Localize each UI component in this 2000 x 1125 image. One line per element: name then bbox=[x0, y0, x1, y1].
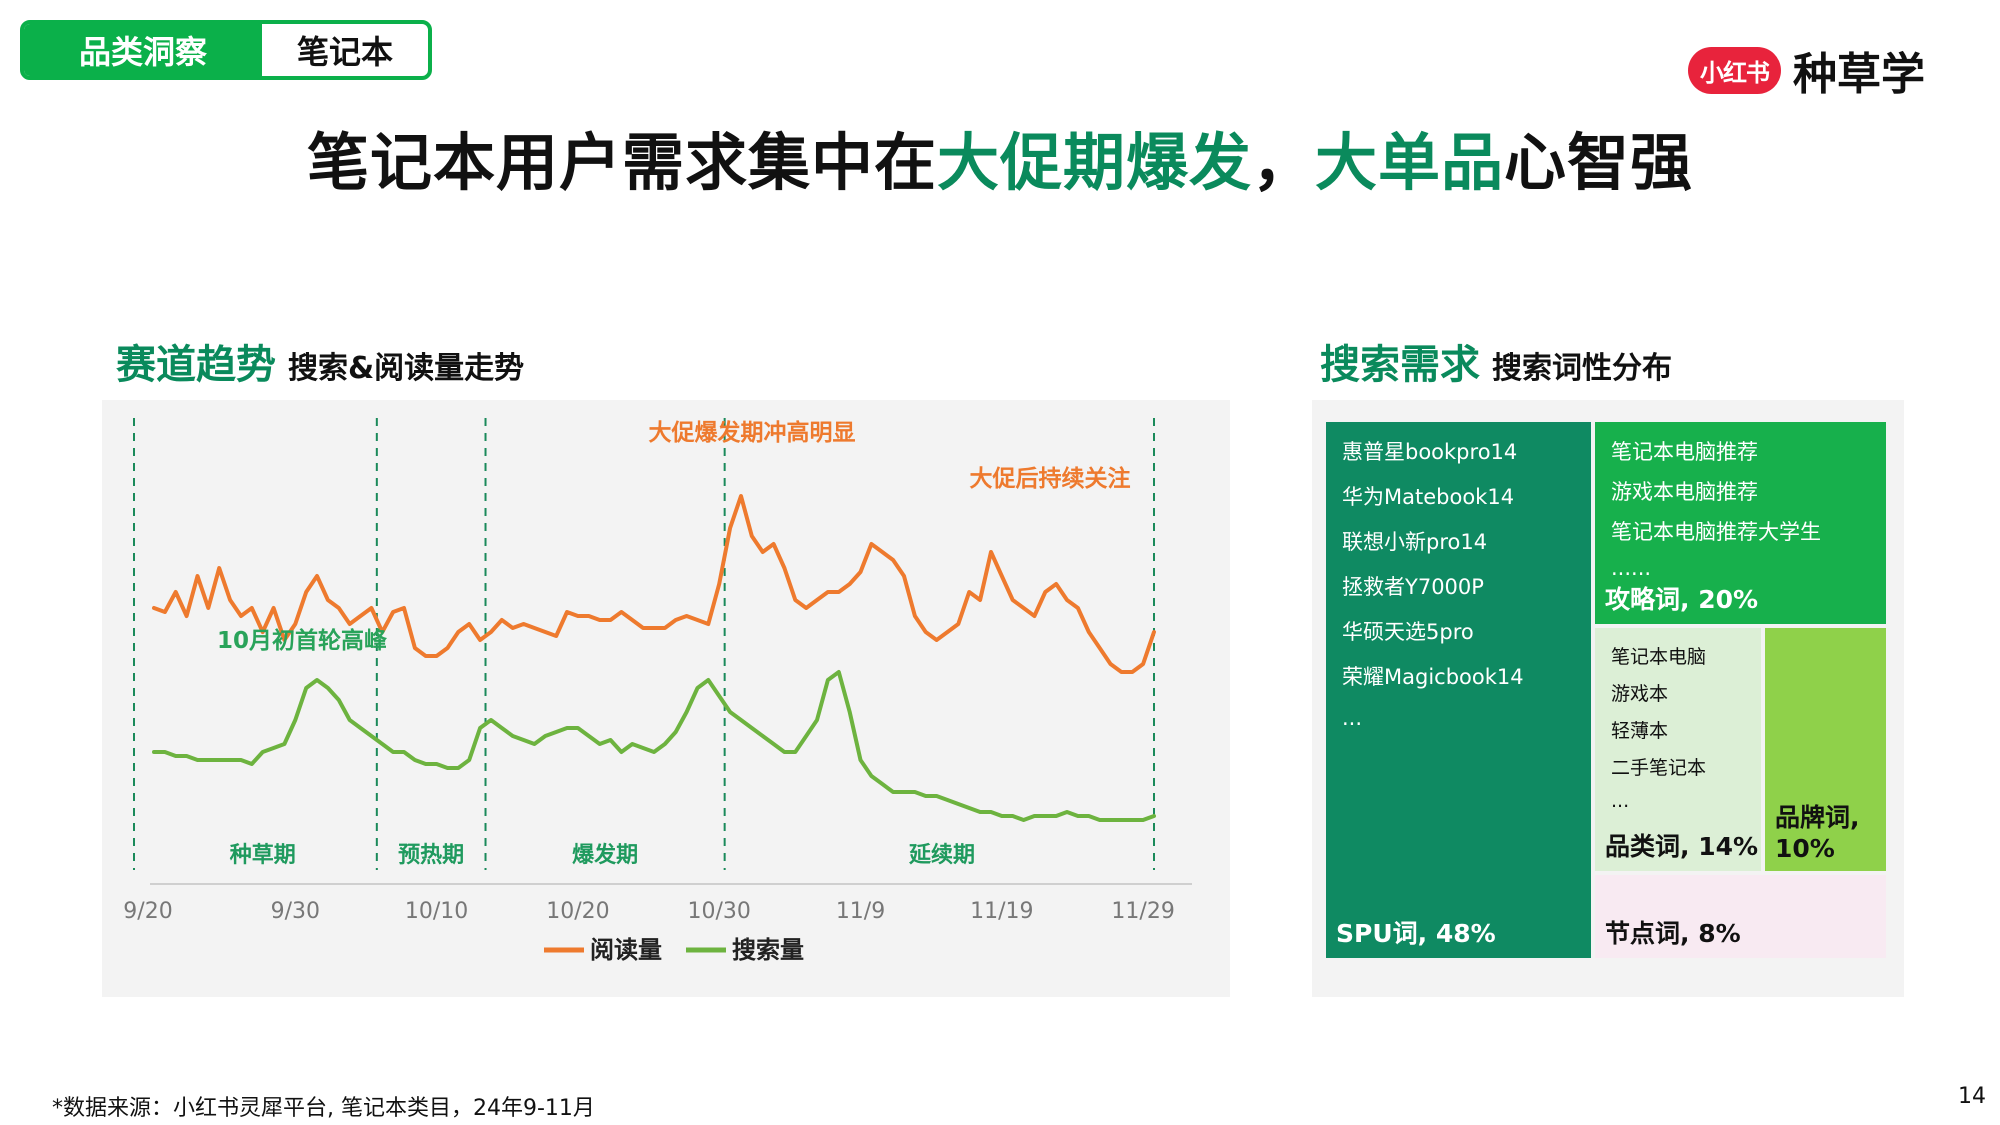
brand-badge: 小红书 bbox=[1688, 46, 1781, 94]
treemap-panel: 惠普星bookpro14 华为Matebook14 联想小新pro14 拯救者Y700… bbox=[1312, 400, 1904, 997]
treemap-term-list: 惠普星bookpro14 华为Matebook14 联想小新pro14 拯救者Y700… bbox=[1342, 436, 1575, 730]
title-part2: ， bbox=[1251, 126, 1315, 199]
right-section-main: 搜索需求 bbox=[1320, 342, 1480, 388]
trend-chart: 9/20 9/30 10/10 10/20 10/30 11/9 11/19 11/29 种草期… bbox=[123, 418, 1192, 964]
title-part1: 笔记本用户需求集中在 bbox=[306, 126, 937, 199]
treemap-term: 拯救者Y7000P bbox=[1342, 575, 1484, 599]
page-title: 笔记本用户需求集中在大促期爆发，大单品心智强 bbox=[0, 112, 2000, 202]
treemap-cell-holiday: 节点词, 8% bbox=[1595, 875, 1886, 958]
treemap-term: 轻薄本 bbox=[1611, 720, 1669, 742]
title-part3: 心智强 bbox=[1504, 126, 1694, 199]
treemap-term: 笔记本电脑推荐 bbox=[1611, 440, 1758, 464]
legend-label: 搜索量 bbox=[732, 936, 804, 964]
treemap-cell-label: 节点词, 8% bbox=[1605, 919, 1741, 948]
tag-category: 品类洞察 bbox=[24, 24, 262, 76]
left-section-heading: 赛道趋势 搜索&阅读量走势 bbox=[116, 332, 524, 390]
page-number: 14 bbox=[1958, 1084, 1986, 1109]
treemap-term: 华为Matebook14 bbox=[1342, 485, 1515, 509]
trend-chart-panel: 9/20 9/30 10/10 10/20 10/30 11/9 11/19 11/29 种草期… bbox=[102, 400, 1230, 997]
treemap-term-list: 笔记本电脑游戏本轻薄本二手笔记本... bbox=[1611, 642, 1745, 812]
series-line-reading bbox=[152, 494, 1156, 674]
treemap-term: ...... bbox=[1611, 556, 1652, 580]
treemap-term: 笔记本电脑 bbox=[1611, 646, 1707, 668]
x-tick-label: 11/29 bbox=[1111, 899, 1174, 924]
treemap-cell-label: SPU词, 48% bbox=[1336, 919, 1496, 948]
title-highlight1: 大促期爆发 bbox=[936, 126, 1252, 199]
x-tick-label: 10/30 bbox=[688, 899, 751, 924]
series-line-search bbox=[152, 670, 1156, 822]
chart-annotation: 大促爆发期冲高明显 bbox=[649, 419, 856, 446]
treemap-term: ... bbox=[1611, 790, 1630, 812]
treemap-term: ... bbox=[1342, 706, 1363, 730]
x-tick-label: 11/19 bbox=[970, 899, 1033, 924]
title-highlight2: 大单品 bbox=[1315, 126, 1505, 199]
x-tick-label: 10/10 bbox=[405, 899, 468, 924]
category-tag: 品类洞察 笔记本 bbox=[20, 20, 432, 80]
treemap-cell-label: 品类词, 14% bbox=[1605, 832, 1759, 861]
search-term-treemap: 惠普星bookpro14 华为Matebook14 联想小新pro14 拯救者Y700… bbox=[1326, 422, 1886, 958]
treemap-cell-label: 品牌词, 10% bbox=[1775, 803, 1860, 863]
treemap-term: 华硕天选5pro bbox=[1342, 620, 1474, 644]
x-tick-label: 10/20 bbox=[546, 899, 609, 924]
data-source-footnote: *数据来源：小红书灵犀平台, 笔记本类目，24年9-11月 bbox=[52, 1096, 595, 1121]
phase-label: 延续期 bbox=[908, 842, 975, 868]
legend-label: 阅读量 bbox=[590, 936, 662, 964]
right-section-sub: 搜索词性分布 bbox=[1492, 351, 1672, 386]
phase-label: 种草期 bbox=[230, 842, 296, 868]
x-tick-label: 9/30 bbox=[271, 899, 320, 924]
treemap-cell-label: 攻略词, 20% bbox=[1605, 585, 1759, 614]
treemap-cell-brandw: 品牌词, 10% bbox=[1765, 628, 1886, 871]
phase-label: 预热期 bbox=[398, 842, 464, 868]
treemap-cell-strategy: 笔记本电脑推荐 游戏本电脑推荐笔记本电脑推荐大学生...... 攻略词, 20% bbox=[1595, 422, 1886, 624]
treemap-term: 惠普星bookpro14 bbox=[1342, 440, 1518, 464]
chart-annotation: 10月初首轮高峰 bbox=[217, 627, 388, 654]
treemap-term: 游戏本 bbox=[1611, 683, 1669, 705]
chart-annotation: 大促后持续关注 bbox=[970, 465, 1131, 492]
tag-product: 笔记本 bbox=[296, 33, 393, 71]
treemap-term-list: 笔记本电脑推荐 游戏本电脑推荐笔记本电脑推荐大学生...... bbox=[1611, 436, 1870, 580]
treemap-term: 游戏本电脑推荐 bbox=[1611, 480, 1758, 504]
left-section-sub: 搜索&阅读量走势 bbox=[288, 351, 525, 386]
treemap-term: 联想小新pro14 bbox=[1342, 530, 1488, 554]
treemap-term: 笔记本电脑推荐大学生 bbox=[1611, 520, 1821, 544]
treemap-term: 二手笔记本 bbox=[1611, 757, 1707, 779]
left-section-main: 赛道趋势 bbox=[116, 342, 276, 388]
treemap-cell-spu: 惠普星bookpro14 华为Matebook14 联想小新pro14 拯救者Y700… bbox=[1326, 422, 1591, 958]
treemap-cell-category: 笔记本电脑游戏本轻薄本二手笔记本... 品类词, 14% bbox=[1595, 628, 1761, 871]
brand-logo: 小红书 种草学 bbox=[1688, 40, 1925, 100]
phase-label: 爆发期 bbox=[572, 842, 638, 868]
x-tick-label: 9/20 bbox=[123, 899, 172, 924]
treemap-term: 荣耀Magicbook14 bbox=[1342, 665, 1524, 689]
x-tick-label: 11/9 bbox=[836, 899, 885, 924]
right-section-heading: 搜索需求 搜索词性分布 bbox=[1320, 332, 1672, 390]
brand-name: 种草学 bbox=[1793, 49, 1925, 100]
